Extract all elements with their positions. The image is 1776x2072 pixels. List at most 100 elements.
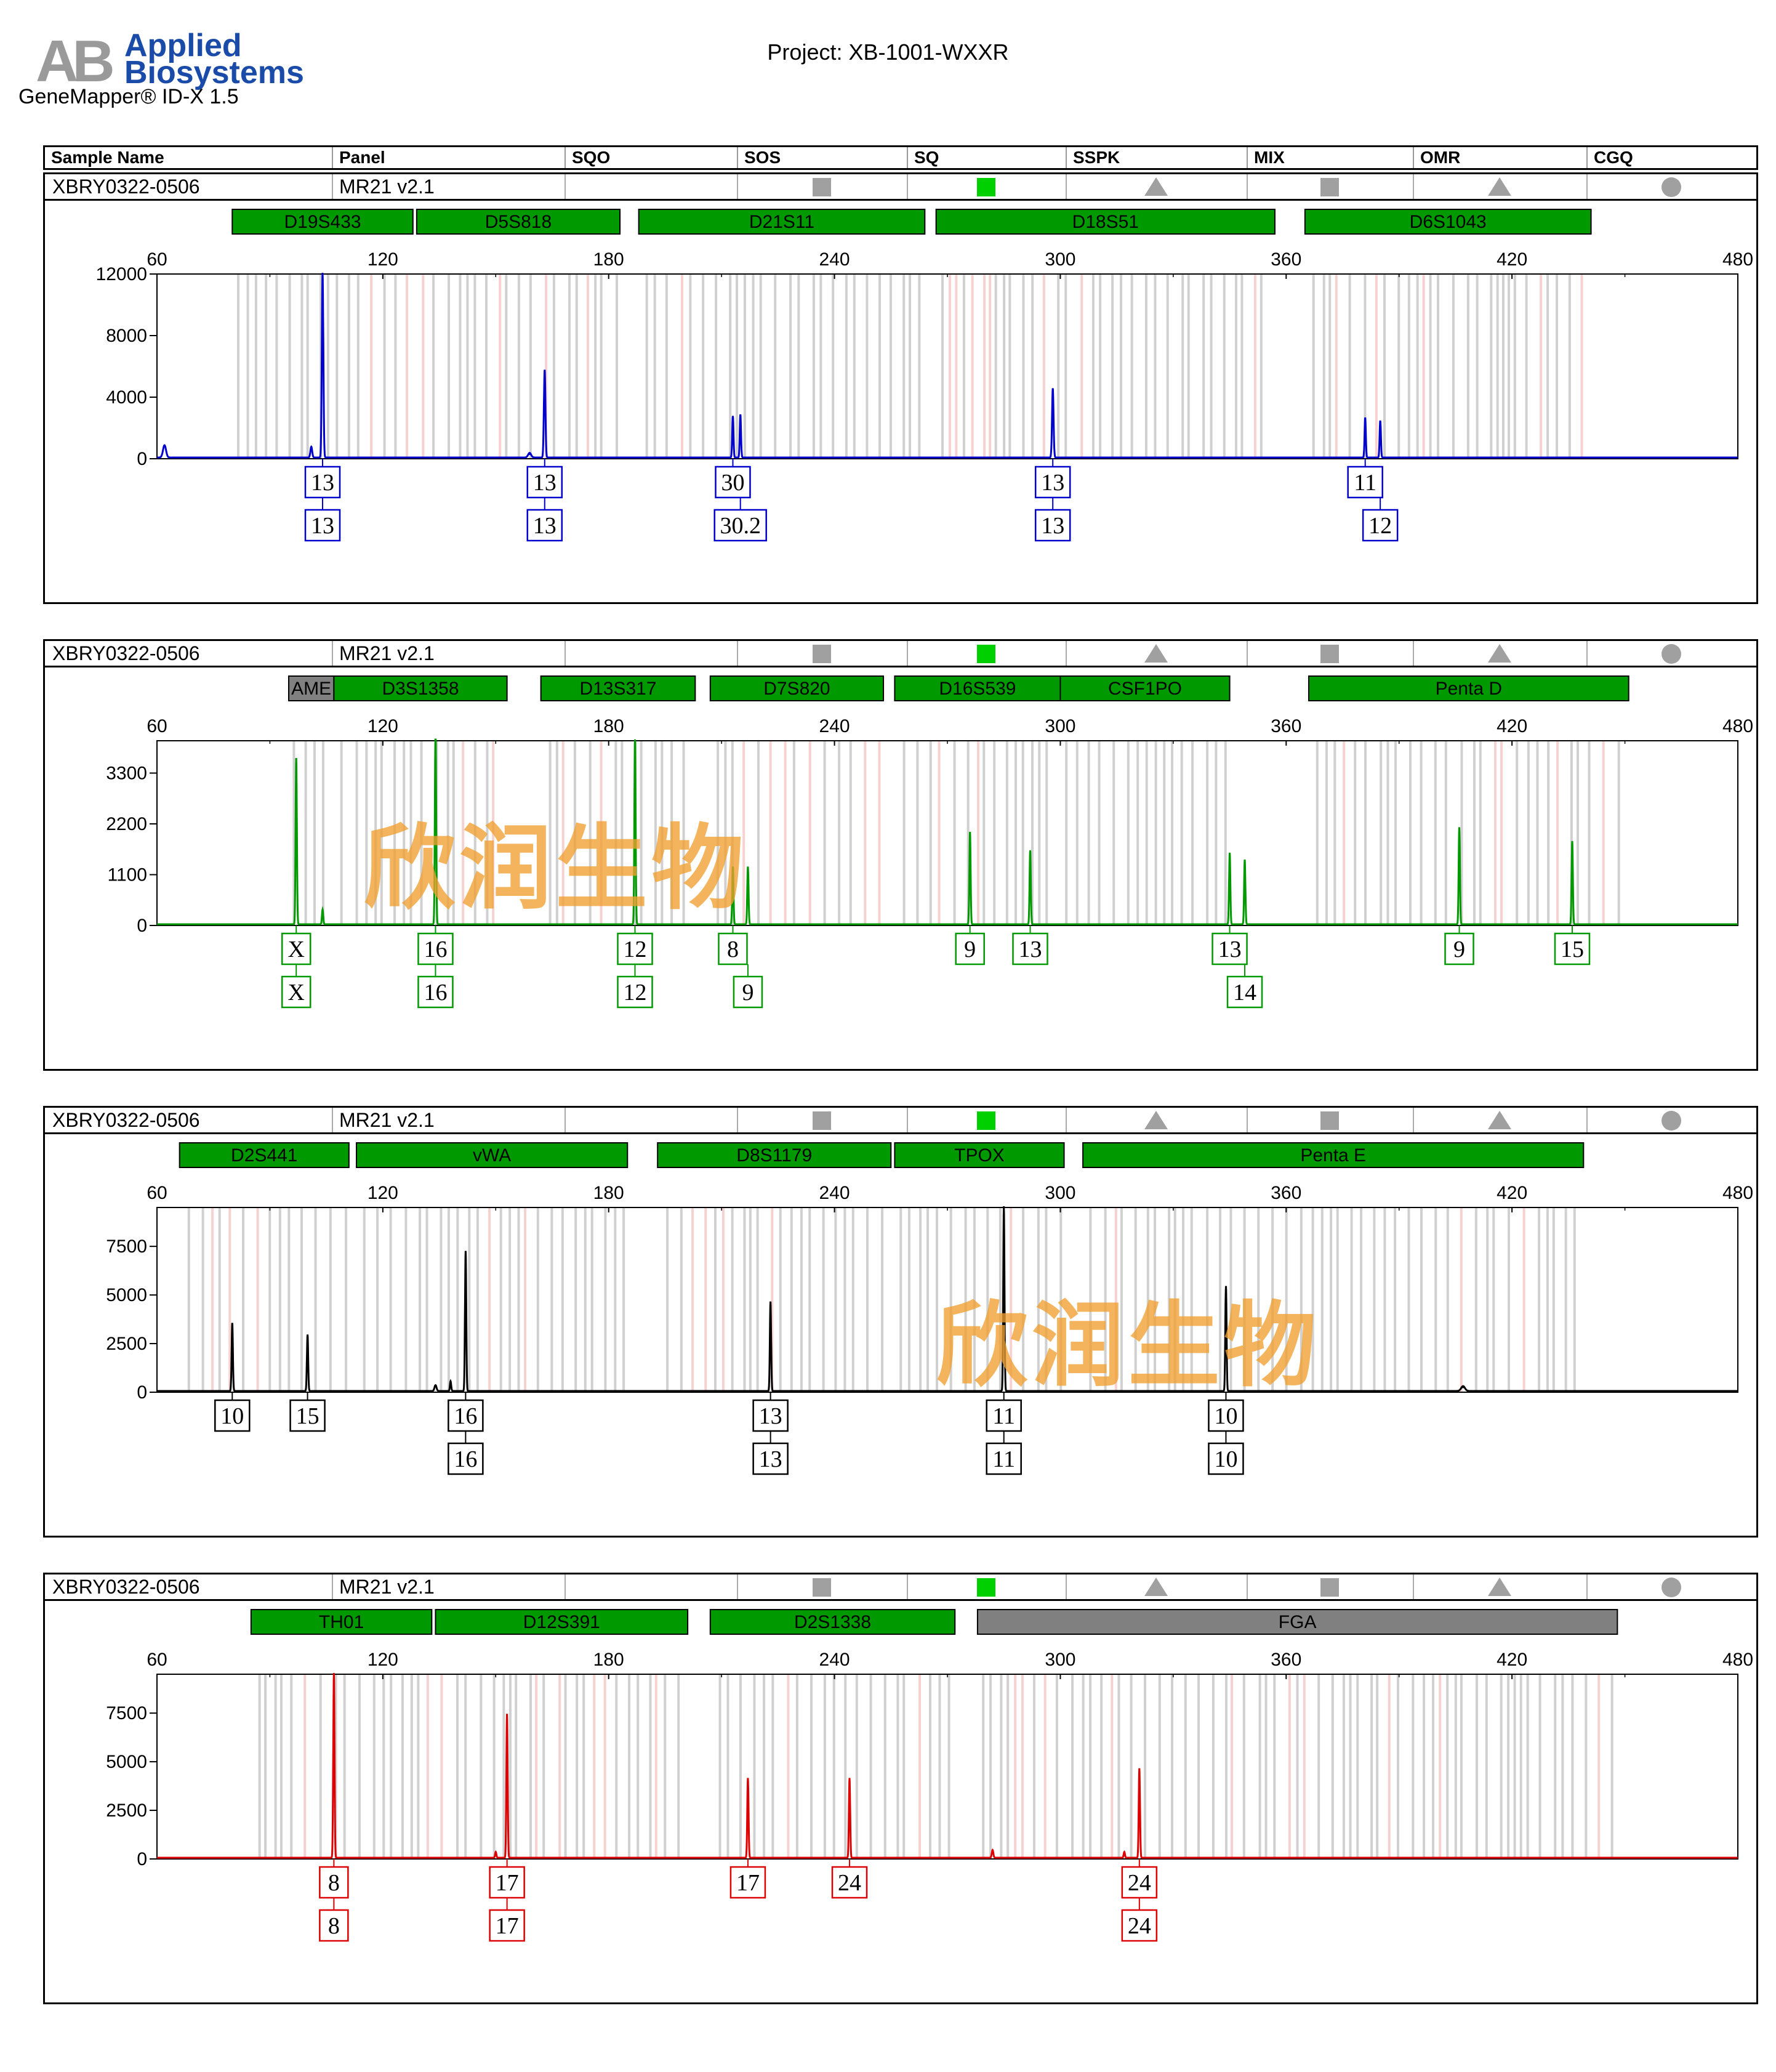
allele-call[interactable]: 16 [417,925,454,965]
column-header[interactable]: SSPK [1066,147,1247,168]
locus-bar[interactable] [976,1609,1618,1635]
allele-call[interactable]: 13 [1034,459,1071,499]
allele-call[interactable]: 13 [1034,498,1071,542]
peak-point[interactable] [1123,1852,1125,1855]
allele-call[interactable]: 17 [729,1859,766,1899]
quality-flag-cgq-circle[interactable] [1661,1111,1681,1131]
allele-call[interactable]: 16 [417,964,454,1009]
locus-bar[interactable] [1059,675,1231,701]
allele-call[interactable]: 30.2 [713,498,767,542]
column-header[interactable]: Panel [332,147,565,168]
column-header[interactable]: SQ [907,147,1066,168]
quality-flag-mix-square[interactable] [1320,1578,1339,1597]
allele-call[interactable]: 13 [526,498,563,542]
allele-call[interactable]: 11 [986,1431,1022,1475]
quality-flag-omr-triangle[interactable] [1488,1578,1511,1596]
quality-flag-sos-square[interactable] [813,1578,831,1597]
allele-call[interactable]: 12 [1362,498,1399,542]
allele-call[interactable]: 13 [1211,925,1248,965]
column-header[interactable]: MIX [1247,147,1413,168]
allele-call[interactable]: 16 [448,1431,484,1475]
allele-call[interactable]: 16 [448,1392,484,1432]
peak-point[interactable] [321,273,324,275]
peak-point[interactable] [1224,1286,1227,1288]
allele-call[interactable]: 8 [319,1859,349,1899]
quality-flag-sq-square[interactable] [977,1111,995,1130]
locus-bar[interactable] [288,675,335,701]
allele-call[interactable]: 24 [1121,1898,1158,1942]
allele-call[interactable]: 17 [489,1859,525,1899]
quality-flag-sq-square[interactable] [977,1578,995,1597]
peak-point[interactable] [1364,417,1367,420]
locus-bar[interactable] [894,675,1061,701]
locus-bar[interactable] [435,1609,689,1635]
allele-call[interactable]: 13 [304,459,341,499]
peak-point[interactable] [969,832,971,834]
allele-call[interactable]: 13 [526,459,563,499]
allele-call[interactable]: X [281,925,311,965]
peak-point[interactable] [1571,841,1573,844]
column-header[interactable]: Sample Name [51,148,164,167]
peak-point[interactable] [634,740,637,742]
locus-bar[interactable] [1082,1142,1585,1168]
peak-point[interactable] [769,1302,772,1304]
allele-call[interactable]: 11 [1347,459,1383,499]
allele-call[interactable]: 15 [289,1392,326,1432]
peak-point[interactable] [295,758,297,760]
locus-bar[interactable] [416,209,621,235]
locus-bar[interactable] [250,1609,433,1635]
peak-point[interactable] [544,370,546,372]
allele-call[interactable]: 24 [1121,1859,1158,1899]
peak-point[interactable] [1138,1768,1141,1771]
peak-point[interactable] [494,1852,497,1855]
allele-call[interactable]: X [281,964,311,1009]
allele-call[interactable]: 10 [1208,1431,1244,1475]
allele-call[interactable]: 13 [752,1392,789,1432]
peak-point[interactable] [528,453,531,455]
locus-bar[interactable] [356,1142,629,1168]
peak-point[interactable] [506,1714,508,1716]
quality-flag-sq-square[interactable] [977,178,995,196]
allele-call[interactable]: 10 [1208,1392,1244,1432]
quality-flag-cgq-circle[interactable] [1661,644,1681,664]
peak-point[interactable] [731,416,734,418]
quality-flag-sos-square[interactable] [813,645,831,663]
peak-point[interactable] [1244,860,1246,862]
sample-name[interactable]: XBRY0322-0506 [52,1576,200,1598]
allele-call[interactable]: 30 [715,459,751,499]
quality-flag-sspk-triangle[interactable] [1144,1578,1168,1596]
allele-call[interactable]: 17 [489,1898,525,1942]
peak-point[interactable] [848,1778,851,1781]
locus-bar[interactable] [540,675,696,701]
peak-point[interactable] [991,1850,994,1852]
quality-flag-sq-square[interactable] [977,645,995,663]
peak-point[interactable] [434,1385,436,1388]
allele-call[interactable]: 24 [831,1859,868,1899]
peak-point[interactable] [747,866,749,869]
locus-bar[interactable] [638,209,926,235]
locus-bar[interactable] [1304,209,1592,235]
quality-flag-omr-triangle[interactable] [1488,1111,1511,1129]
quality-flag-sspk-triangle[interactable] [1144,177,1168,196]
peak-point[interactable] [231,1323,233,1325]
column-header[interactable]: CGQ [1586,147,1756,168]
locus-bar[interactable] [894,1142,1065,1168]
quality-flag-sos-square[interactable] [813,1111,831,1130]
peak-point[interactable] [321,909,324,912]
sample-name[interactable]: XBRY0322-0506 [52,1109,200,1131]
allele-call[interactable]: 13 [752,1431,789,1475]
locus-bar[interactable] [709,1609,956,1635]
peak-point[interactable] [747,1778,749,1781]
peak-point[interactable] [1029,850,1032,853]
sample-name[interactable]: XBRY0322-0506 [52,642,200,664]
quality-flag-sspk-triangle[interactable] [1144,1111,1168,1129]
peak-point[interactable] [1229,853,1231,855]
peak-point[interactable] [310,447,313,449]
sample-name[interactable]: XBRY0322-0506 [52,175,200,198]
allele-call[interactable]: 9 [733,964,763,1009]
quality-flag-mix-square[interactable] [1320,645,1339,663]
allele-call[interactable]: 8 [718,925,748,965]
allele-call[interactable]: 8 [319,1898,349,1942]
peak-point[interactable] [464,1251,467,1254]
column-header[interactable]: SOS [737,147,907,168]
